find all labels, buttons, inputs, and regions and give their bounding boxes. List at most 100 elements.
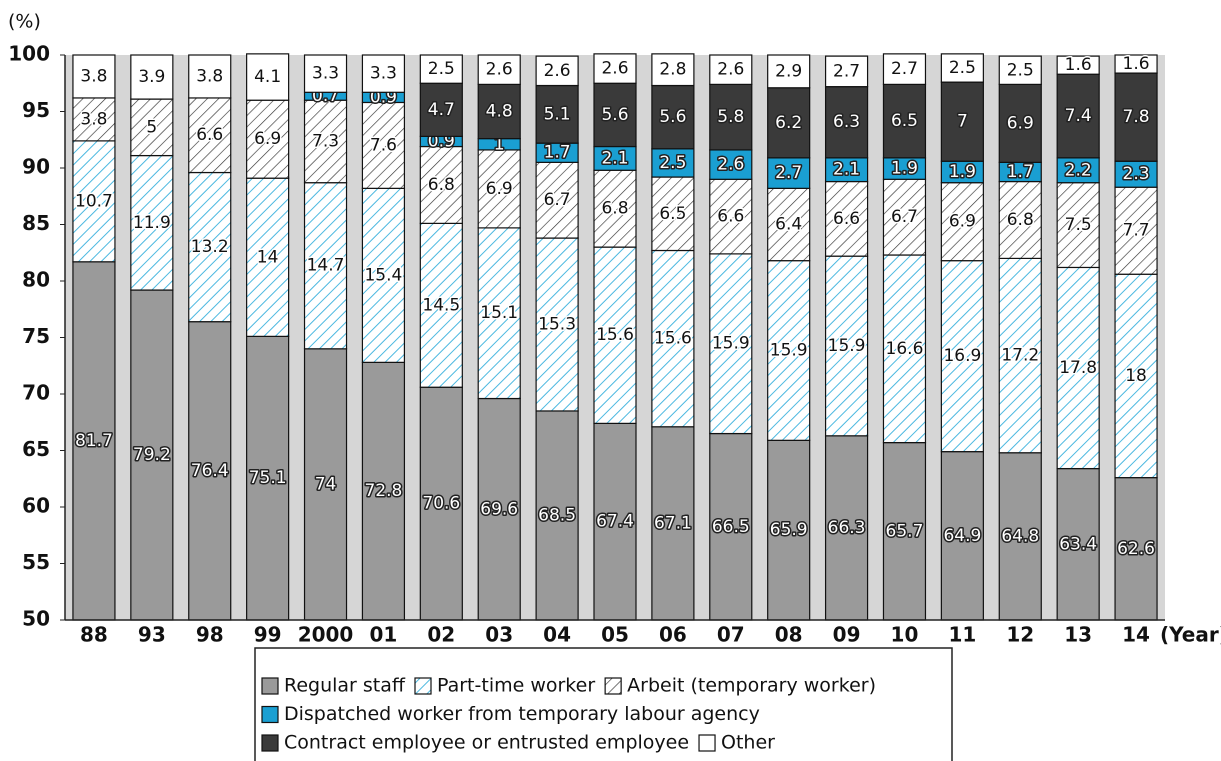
value-label: 7.7 bbox=[1123, 221, 1150, 241]
y-tick-label: 55 bbox=[22, 550, 50, 574]
value-label: 6.5 bbox=[891, 111, 918, 131]
value-label: 66.5 bbox=[712, 517, 750, 537]
value-label: 3.3 bbox=[370, 64, 397, 84]
bar-segment bbox=[651, 176, 695, 252]
value-label: 7.3 bbox=[312, 131, 339, 151]
bar-segment bbox=[940, 53, 984, 83]
value-label: 70.6 bbox=[422, 494, 460, 514]
value-label: 2.6 bbox=[717, 60, 744, 80]
bar-segment bbox=[1056, 467, 1100, 621]
x-tick-label: 05 bbox=[601, 623, 629, 647]
value-label: 7.5 bbox=[1065, 215, 1092, 235]
value-label: 6.3 bbox=[833, 112, 860, 132]
bar-segment bbox=[361, 54, 406, 93]
bar-segment bbox=[477, 227, 521, 400]
bar-segment bbox=[767, 157, 811, 189]
bar-segment bbox=[593, 246, 637, 424]
bar-segment bbox=[593, 169, 637, 248]
bar-segment bbox=[303, 99, 348, 184]
x-tick-label: 09 bbox=[833, 623, 861, 647]
value-label: 6.9 bbox=[486, 179, 513, 199]
x-tick-label: 98 bbox=[196, 623, 224, 647]
bar-segment bbox=[1056, 73, 1100, 159]
value-label: 14 bbox=[257, 247, 279, 267]
bar-segment bbox=[419, 54, 463, 84]
value-label: 4.1 bbox=[254, 67, 281, 87]
value-label: 6.9 bbox=[949, 212, 976, 232]
legend-swatch bbox=[698, 734, 716, 752]
value-label: 15.9 bbox=[712, 334, 750, 354]
y-tick-label: 75 bbox=[22, 324, 50, 348]
value-label: 6.9 bbox=[1007, 113, 1034, 133]
value-label: 15.1 bbox=[480, 303, 518, 323]
bar-segment bbox=[419, 386, 463, 621]
value-label: 64.8 bbox=[1001, 526, 1039, 546]
bar-segment bbox=[72, 261, 116, 621]
bar-segment bbox=[651, 53, 695, 87]
legend-swatch bbox=[414, 677, 432, 695]
value-label: 4.8 bbox=[486, 102, 513, 122]
value-label: 6.8 bbox=[1007, 210, 1034, 230]
value-label: 2.7 bbox=[775, 163, 802, 183]
bar-segment bbox=[361, 187, 406, 363]
value-label: 1.6 bbox=[1123, 54, 1150, 74]
value-label: 7.6 bbox=[370, 135, 397, 155]
value-label: 6.2 bbox=[775, 113, 802, 133]
value-label: 2.5 bbox=[949, 58, 976, 78]
value-label: 6.4 bbox=[775, 215, 802, 235]
value-label: 66.3 bbox=[828, 518, 866, 538]
bar-segment bbox=[998, 452, 1042, 621]
bar-segment bbox=[824, 180, 869, 257]
bar-segment bbox=[535, 410, 579, 621]
value-label: 6.7 bbox=[544, 190, 571, 210]
value-label: 2.7 bbox=[891, 59, 918, 79]
x-tick-label: 93 bbox=[138, 623, 166, 647]
value-label: 3.8 bbox=[196, 66, 223, 86]
value-label: 5.6 bbox=[659, 107, 686, 127]
bar-segment bbox=[709, 178, 753, 255]
value-label: 79.2 bbox=[133, 445, 171, 465]
value-label: 15.6 bbox=[596, 325, 634, 345]
y-tick-label: 50 bbox=[22, 607, 50, 631]
value-label: 5.6 bbox=[601, 105, 628, 125]
value-label: 67.4 bbox=[596, 512, 634, 532]
value-label: 72.8 bbox=[364, 481, 402, 501]
value-label: 16.6 bbox=[886, 339, 924, 359]
bar-segment bbox=[651, 148, 695, 178]
legend-swatch bbox=[604, 677, 622, 695]
value-label: 6.7 bbox=[891, 207, 918, 227]
value-label: 62.6 bbox=[1117, 539, 1155, 559]
bar-segment bbox=[246, 335, 290, 621]
bar-segment bbox=[535, 237, 579, 412]
bar-segment bbox=[1114, 477, 1158, 621]
bar-segment bbox=[709, 149, 753, 180]
value-label: 18 bbox=[1125, 366, 1147, 386]
value-label: 11.9 bbox=[133, 213, 171, 233]
x-tick-label: 04 bbox=[543, 623, 571, 647]
bar-segment bbox=[535, 84, 579, 144]
bar-segment bbox=[767, 87, 811, 159]
x-tick-label: 14 bbox=[1122, 623, 1150, 647]
value-label: 16.9 bbox=[943, 346, 981, 366]
value-label: 7 bbox=[957, 112, 968, 132]
value-label: 81.7 bbox=[75, 431, 113, 451]
value-label: 1.7 bbox=[544, 143, 571, 163]
value-label: 2.5 bbox=[1007, 60, 1034, 80]
value-label: 75.1 bbox=[249, 468, 287, 488]
value-label: 2.5 bbox=[428, 59, 455, 79]
value-label: 63.4 bbox=[1059, 534, 1097, 554]
bar-segment bbox=[477, 54, 521, 85]
value-label: 6.6 bbox=[717, 207, 744, 227]
value-label: 67.1 bbox=[654, 513, 692, 533]
bar-segment bbox=[72, 97, 116, 142]
value-label: 1.7 bbox=[1007, 162, 1034, 182]
bar-segment bbox=[882, 178, 927, 256]
y-tick-label: 80 bbox=[22, 268, 50, 292]
bar-segment bbox=[882, 441, 927, 621]
bar-segment bbox=[1056, 266, 1100, 470]
x-tick-label: 13 bbox=[1064, 623, 1092, 647]
x-tick-label: 10 bbox=[891, 623, 919, 647]
value-label: 3.3 bbox=[312, 64, 339, 84]
value-label: 6.6 bbox=[833, 209, 860, 229]
